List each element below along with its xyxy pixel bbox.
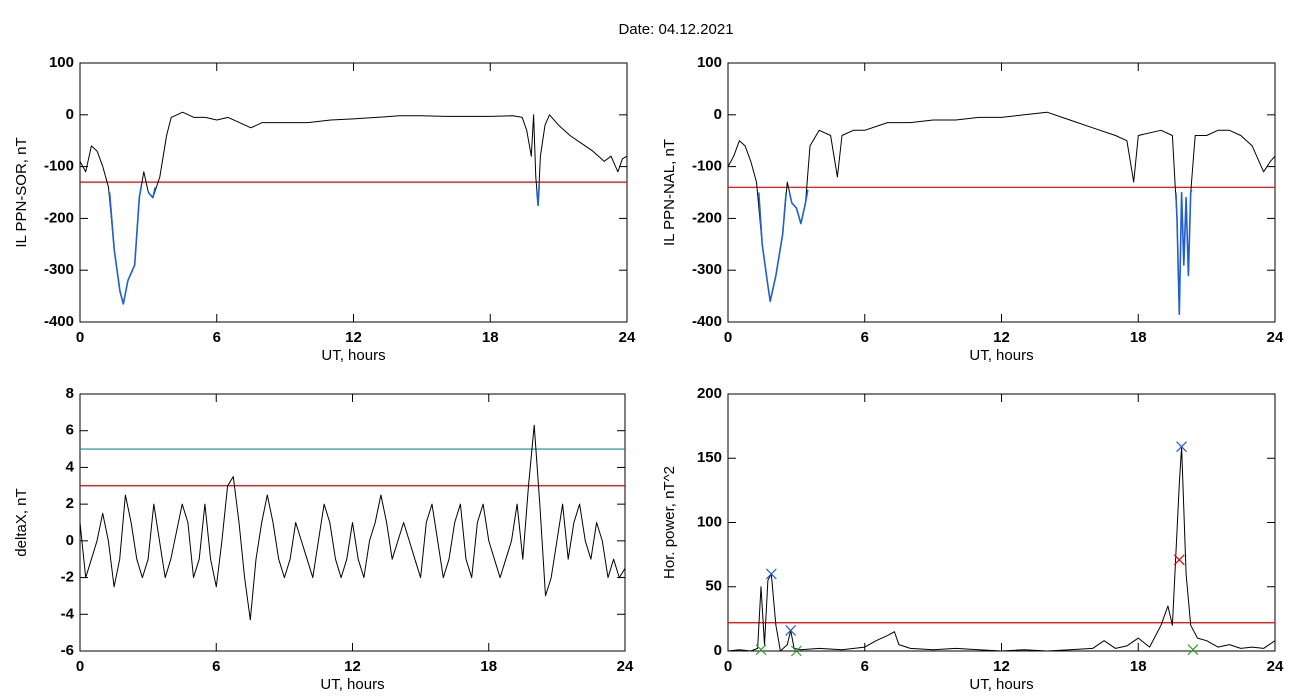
x-tick-label: 0 — [76, 658, 84, 675]
y-tick-label: 0 — [714, 106, 722, 123]
x-axis-label: UT, hours — [969, 347, 1033, 364]
y-tick-label: -400 — [692, 313, 722, 330]
x-tick-label: 24 — [617, 658, 634, 675]
y-axis-label: Hor. power, nT^2 — [661, 466, 678, 579]
data-line — [758, 192, 787, 303]
x-tick-label: 6 — [213, 329, 221, 346]
y-axis-label: deltaX, nT — [13, 488, 30, 556]
x-tick-label: 12 — [345, 329, 362, 346]
data-line — [727, 446, 1276, 652]
y-tick-label: -300 — [692, 261, 722, 278]
x-tick-label: 24 — [1267, 329, 1284, 346]
data-line — [79, 424, 626, 621]
y-tick-label: -300 — [44, 261, 74, 278]
x-tick-label: 18 — [482, 329, 499, 346]
x-axis-label: UT, hours — [969, 676, 1033, 693]
data-line — [108, 184, 143, 305]
x-tick-label: 6 — [861, 658, 869, 675]
y-tick-label: -100 — [44, 158, 74, 175]
point-marker — [765, 568, 777, 580]
point-marker — [1173, 554, 1185, 566]
y-tick-label: 8 — [66, 385, 74, 402]
y-tick-label: -200 — [692, 209, 722, 226]
x-axis-label: UT, hours — [321, 347, 385, 364]
x-tick-label: 6 — [212, 658, 220, 675]
x-tick-label: 18 — [1130, 329, 1147, 346]
x-tick-label: 12 — [993, 329, 1010, 346]
x-tick-label: 18 — [480, 658, 497, 675]
y-tick-label: 150 — [697, 449, 722, 466]
x-tick-label: 24 — [1267, 658, 1284, 675]
data-line — [788, 189, 809, 225]
y-tick-label: 0 — [66, 106, 74, 123]
figure-title: Date: 04.12.2021 — [618, 21, 733, 38]
x-tick-label: 18 — [1130, 658, 1147, 675]
y-tick-label: -400 — [44, 313, 74, 330]
point-marker — [790, 645, 802, 657]
point-marker — [1187, 644, 1199, 656]
y-tick-label: -4 — [61, 605, 75, 622]
y-tick-label: 100 — [697, 54, 722, 71]
point-marker — [1176, 441, 1187, 453]
y-tick-label: 2 — [66, 495, 74, 512]
y-tick-label: -100 — [692, 158, 722, 175]
y-tick-label: 0 — [66, 532, 74, 549]
y-tick-label: 100 — [697, 513, 722, 530]
x-tick-label: 6 — [861, 329, 869, 346]
y-tick-label: 50 — [705, 578, 722, 595]
point-marker — [785, 625, 797, 636]
x-tick-label: 0 — [724, 329, 732, 346]
x-tick-label: 24 — [619, 329, 636, 346]
x-tick-label: 0 — [724, 658, 732, 675]
y-axis-label: IL PPN-SOR, nT — [13, 137, 30, 247]
x-tick-label: 12 — [344, 658, 361, 675]
data-line — [147, 187, 156, 199]
y-tick-label: 6 — [66, 422, 74, 439]
y-axis-label: IL PPN-NAL, nT — [661, 139, 678, 246]
y-tick-label: 100 — [49, 54, 74, 71]
x-axis-label: UT, hours — [320, 676, 384, 693]
y-tick-label: -2 — [61, 569, 74, 586]
y-tick-label: 200 — [697, 385, 722, 402]
y-tick-label: 0 — [714, 642, 722, 659]
x-tick-label: 12 — [993, 658, 1010, 675]
x-tick-label: 0 — [76, 329, 84, 346]
y-tick-label: -6 — [61, 642, 74, 659]
data-line — [1175, 189, 1193, 316]
y-tick-label: -200 — [44, 209, 74, 226]
data-line — [536, 182, 541, 207]
y-tick-label: 4 — [66, 458, 75, 475]
point-marker — [755, 644, 767, 656]
